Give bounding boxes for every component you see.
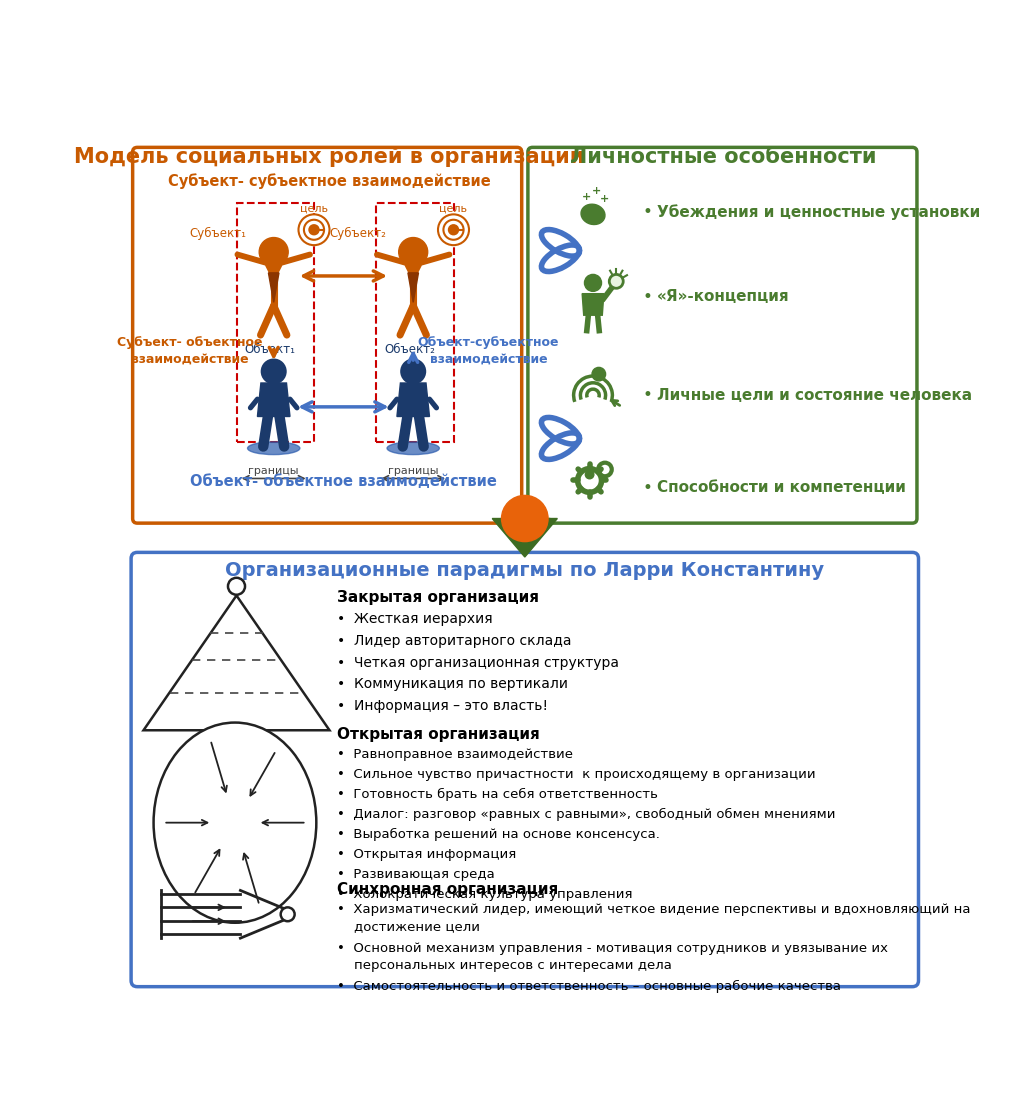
Polygon shape — [408, 273, 419, 302]
Ellipse shape — [581, 204, 605, 225]
Text: цель: цель — [439, 204, 468, 214]
Polygon shape — [397, 383, 429, 416]
Text: достижение цели: достижение цели — [337, 920, 480, 933]
Circle shape — [592, 367, 605, 380]
Circle shape — [609, 274, 624, 289]
Text: границы: границы — [388, 466, 438, 476]
Text: Закрытая организация: Закрытая организация — [337, 591, 540, 605]
Circle shape — [262, 360, 286, 383]
Text: •  Равноправное взаимодействие: • Равноправное взаимодействие — [337, 747, 573, 761]
Text: •  Самостоятельность и ответственность – основные рабочие качества: • Самостоятельность и ответственность – … — [337, 980, 842, 994]
Text: Объект₂: Объект₂ — [384, 342, 435, 356]
Text: Способности и компетенции: Способности и компетенции — [657, 480, 906, 496]
Text: цель: цель — [300, 204, 328, 214]
Text: •  Жесткая иерархия: • Жесткая иерархия — [337, 612, 493, 627]
Text: Открытая организация: Открытая организация — [337, 726, 540, 742]
Text: Убеждения и ценностные установки: Убеждения и ценностные установки — [657, 204, 981, 220]
Text: границы: границы — [249, 466, 299, 476]
Polygon shape — [583, 293, 604, 316]
Text: •: • — [642, 479, 652, 497]
Text: •  Четкая организационная структура: • Четкая организационная структура — [337, 656, 620, 669]
Circle shape — [304, 219, 324, 239]
Text: Синхронная организация: Синхронная организация — [337, 882, 558, 897]
Polygon shape — [268, 273, 279, 302]
Circle shape — [259, 237, 288, 266]
Text: Субъект₁: Субъект₁ — [189, 227, 247, 241]
Text: Субъект- объектное
взаимодействие: Субъект- объектное взаимодействие — [118, 336, 263, 366]
Circle shape — [443, 219, 464, 239]
Text: Организационные парадигмы по Ларри Константину: Организационные парадигмы по Ларри Конст… — [225, 562, 824, 581]
Polygon shape — [143, 595, 330, 731]
Circle shape — [438, 215, 469, 245]
Text: •  Основной механизм управления - мотивация сотрудников и увязывание их: • Основной механизм управления - мотивац… — [337, 942, 888, 955]
Text: •  Готовность брать на себя ответственность: • Готовность брать на себя ответственнос… — [337, 788, 658, 801]
Text: Субъект₂: Субъект₂ — [329, 227, 386, 241]
Text: персональных интересов с интересами дела: персональных интересов с интересами дела — [337, 959, 672, 971]
Text: •  Диалог: разговор «равных с равными», свободный обмен мнениями: • Диалог: разговор «равных с равными», с… — [337, 808, 836, 820]
Text: •  Информация – это власть!: • Информация – это власть! — [337, 698, 548, 713]
Text: •  Выработка решений на основе консенсуса.: • Выработка решений на основе консенсуса… — [337, 828, 660, 840]
Text: +: + — [583, 191, 592, 201]
Circle shape — [281, 908, 295, 921]
Text: •  Лидер авторитарного склада: • Лидер авторитарного склада — [337, 634, 571, 648]
Polygon shape — [257, 383, 290, 416]
Text: •  Коммуникация по вертикали: • Коммуникация по вертикали — [337, 677, 568, 692]
Text: •  Открытая информация: • Открытая информация — [337, 848, 516, 861]
Circle shape — [502, 496, 548, 542]
Text: •: • — [642, 288, 652, 305]
Text: +: + — [600, 194, 609, 204]
Ellipse shape — [248, 442, 300, 454]
Text: •  Развивающая среда: • Развивающая среда — [337, 867, 495, 881]
Text: Личные цели и состояние человека: Личные цели и состояние человека — [657, 388, 973, 403]
Text: Объект- объектное взаимодействие: Объект- объектное взаимодействие — [190, 474, 497, 489]
Ellipse shape — [387, 442, 439, 454]
Polygon shape — [410, 385, 417, 414]
Text: Субъект- субъектное взаимодействие: Субъект- субъектное взаимодействие — [168, 173, 490, 189]
Text: Модель социальных ролей в организации: Модель социальных ролей в организации — [75, 147, 585, 167]
FancyBboxPatch shape — [133, 148, 521, 523]
Text: •  Харизматический лидер, имеющий четкое видение перспективы и вдохновляющий на: • Харизматический лидер, имеющий четкое … — [337, 903, 971, 916]
Circle shape — [401, 360, 425, 383]
Text: •  Сильное чувство причастности  к происходящему в организации: • Сильное чувство причастности к происхо… — [337, 768, 816, 781]
Circle shape — [585, 274, 601, 291]
Polygon shape — [269, 385, 278, 414]
Circle shape — [586, 470, 594, 479]
Text: •: • — [642, 203, 652, 222]
Circle shape — [228, 577, 245, 594]
Text: Объект₁: Объект₁ — [245, 342, 295, 356]
FancyBboxPatch shape — [131, 553, 919, 987]
Text: •  Холократическая культура управления: • Холократическая культура управления — [337, 887, 633, 901]
Polygon shape — [493, 518, 557, 557]
Ellipse shape — [154, 723, 316, 923]
Circle shape — [449, 225, 458, 234]
Text: +: + — [592, 186, 601, 196]
Circle shape — [309, 225, 318, 234]
Text: Личностные особенности: Личностные особенности — [570, 147, 877, 167]
FancyBboxPatch shape — [528, 148, 916, 523]
Text: Объект-субъектное
взаимодействие: Объект-субъектное взаимодействие — [418, 336, 559, 366]
Circle shape — [299, 215, 330, 245]
Text: •: • — [642, 386, 652, 404]
Circle shape — [398, 237, 428, 266]
Text: «Я»-концепция: «Я»-концепция — [657, 289, 790, 304]
